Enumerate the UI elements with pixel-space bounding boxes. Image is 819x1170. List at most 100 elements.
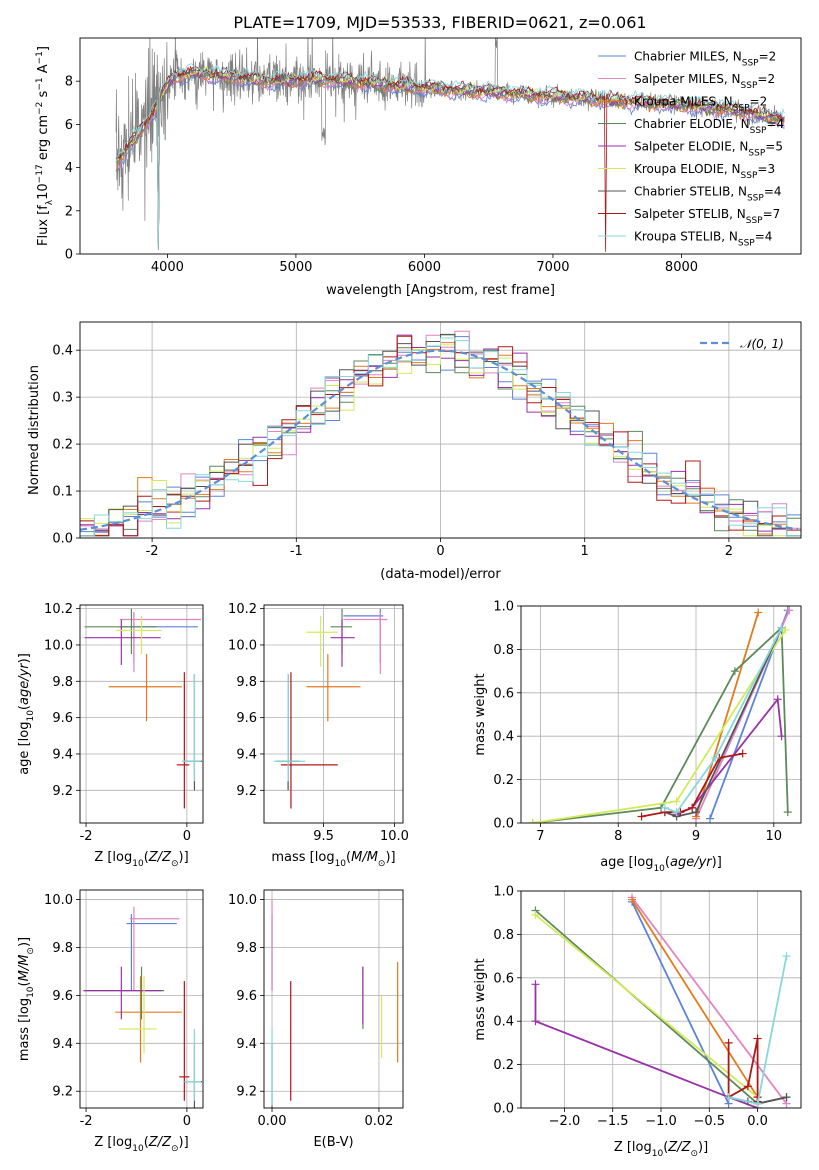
legend-entry: Salpeter MILES, NSSP=2 bbox=[598, 72, 775, 91]
axes-age-vs-Z: -2 0 9.2 9.4 9.6 9.8 10.0 10.2 Z [log10(Z/Z⊙)] ag… bbox=[17, 602, 204, 869]
frame-age-vs-Z bbox=[79, 604, 204, 824]
ytick-label: 8 bbox=[65, 75, 73, 90]
ytick-label: 9.6 bbox=[236, 711, 257, 726]
series-line bbox=[534, 914, 759, 1098]
series-marker bbox=[777, 623, 786, 632]
ytick-label: 0.0 bbox=[52, 532, 73, 547]
y-axis-label: mass weight bbox=[473, 958, 488, 1040]
legend-label: 𝒩(0, 1) bbox=[740, 337, 784, 351]
errorbar-salpeter-miles bbox=[129, 906, 180, 991]
y-axis-label: mass [log10(M/M⊙)] bbox=[17, 937, 36, 1061]
legend-label: Salpeter STELIB, NSSP=7 bbox=[634, 207, 780, 226]
ytick-label: 0.4 bbox=[493, 730, 514, 745]
legend-entry: Kroupa STELIB, NSSP=4 bbox=[598, 230, 772, 249]
legend-label: Kroupa ELODIE, NSSP=3 bbox=[634, 162, 775, 181]
series-marker bbox=[753, 1099, 762, 1108]
errorbar-kroupa-miles bbox=[115, 976, 182, 1063]
series-marker bbox=[753, 1034, 762, 1043]
legend-entry: Kroupa MILES, NSSP=2 bbox=[598, 95, 767, 114]
series-marker bbox=[688, 803, 697, 812]
xtick-label: 2 bbox=[725, 544, 733, 559]
xtick-label: 6000 bbox=[408, 260, 441, 275]
series-marker bbox=[628, 895, 637, 904]
ytick-label: 0.0 bbox=[493, 1102, 514, 1117]
plot-area-spectrum bbox=[115, 38, 785, 252]
legend-label: Chabrier MILES, NSSP=2 bbox=[634, 50, 776, 69]
errorbar-salpeter-stelib bbox=[281, 672, 338, 809]
ytick-label: 0.6 bbox=[493, 971, 514, 986]
frame-mass-vs-EBV bbox=[263, 889, 404, 1109]
series-line bbox=[631, 901, 730, 1105]
ytick-label: 9.2 bbox=[236, 784, 257, 799]
series-marker bbox=[531, 910, 540, 919]
series-marker bbox=[777, 732, 786, 741]
xtick-label: 10.0 bbox=[380, 829, 409, 844]
xtick-label: 0 bbox=[183, 1114, 191, 1129]
xtick-label: 4000 bbox=[151, 260, 184, 275]
xtick-label: 1 bbox=[581, 544, 589, 559]
series-marker bbox=[711, 753, 720, 762]
x-axis-label: Z [log10(Z/Z⊙)] bbox=[94, 1135, 188, 1154]
xtick-label: -2 bbox=[80, 1114, 93, 1129]
ytick-label: 9.6 bbox=[52, 989, 73, 1004]
histogram-salpeter-stelib bbox=[80, 335, 801, 537]
ytick-label: 0.8 bbox=[493, 928, 514, 943]
series-marker bbox=[773, 695, 782, 704]
legend-label: Kroupa STELIB, NSSP=4 bbox=[634, 230, 772, 249]
series-chabrier-stelib bbox=[660, 623, 786, 821]
frame-mass-vs-Z bbox=[79, 889, 204, 1109]
series-marker bbox=[692, 808, 700, 817]
xtick-label: 0.00 bbox=[258, 1114, 287, 1129]
xtick-label: -2 bbox=[80, 829, 93, 844]
legend-entry: Kroupa ELODIE, NSSP=3 bbox=[598, 162, 775, 181]
series-marker bbox=[724, 1038, 733, 1047]
ytick-label: 0.4 bbox=[52, 344, 73, 359]
series-chabrier-elodie bbox=[528, 623, 792, 823]
legend-entry: Chabrier ELODIE, NSSP=4 bbox=[598, 117, 784, 136]
frame-residuals bbox=[79, 321, 802, 539]
ytick-label: 10.2 bbox=[44, 602, 73, 617]
legend-label: Chabrier STELIB, NSSP=4 bbox=[634, 185, 782, 204]
axes-weight-vs-age: 7 8 9 10 0.0 0.2 0.4 0.6 0.8 1.0 age [log10(age/yr… bbox=[473, 600, 802, 874]
series-marker bbox=[531, 980, 540, 989]
ytick-label: 10.0 bbox=[228, 638, 257, 653]
series-marker bbox=[724, 1093, 733, 1102]
xtick-label: 9.5 bbox=[313, 829, 334, 844]
series-marker bbox=[738, 749, 747, 758]
series-marker bbox=[637, 812, 646, 821]
ytick-label: 0.0 bbox=[493, 817, 514, 832]
xtick-label: 0.02 bbox=[364, 1114, 393, 1129]
xtick-label: 7000 bbox=[536, 260, 569, 275]
errorbar-salpeter-elodie bbox=[84, 619, 161, 665]
errorbar-kroupa-elodie bbox=[116, 615, 162, 655]
ytick-label: 9.8 bbox=[236, 941, 257, 956]
ytick-label: 0.1 bbox=[52, 485, 73, 500]
series-marker bbox=[660, 803, 669, 812]
ytick-label: 9.6 bbox=[52, 711, 73, 726]
xtick-label: 9 bbox=[692, 829, 700, 844]
x-axis-label: E(B-V) bbox=[313, 1135, 353, 1150]
errorbar-salpeter-stelib bbox=[179, 981, 190, 1101]
ytick-label: 10.0 bbox=[44, 893, 73, 908]
errorbar-salpeter-stelib bbox=[176, 672, 190, 809]
series-kroupa-stelib bbox=[660, 623, 786, 817]
ytick-label: 9.6 bbox=[236, 989, 257, 1004]
legend-entry: Salpeter ELODIE, NSSP=5 bbox=[598, 140, 783, 159]
plot-area-weight-vs-age bbox=[528, 606, 794, 823]
ytick-label: 9.4 bbox=[236, 747, 257, 762]
ytick-label: 0.6 bbox=[493, 686, 514, 701]
errorbar-chabrier-miles bbox=[343, 608, 384, 664]
series-line bbox=[534, 984, 758, 1108]
series-marker bbox=[730, 667, 739, 676]
xtick-label: 0 bbox=[436, 544, 444, 559]
ytick-label: 9.2 bbox=[52, 784, 73, 799]
ytick-label: 6 bbox=[65, 118, 73, 133]
x-axis-label: (data-model)/error bbox=[380, 567, 501, 582]
series-marker bbox=[743, 1082, 752, 1091]
series-marker bbox=[783, 808, 792, 817]
legend-entry: Chabrier MILES, NSSP=2 bbox=[598, 50, 776, 69]
ytick-label: 9.2 bbox=[236, 1085, 257, 1100]
series-line bbox=[664, 627, 783, 818]
series-marker bbox=[754, 608, 763, 617]
model-line-kroupa-stelib bbox=[115, 63, 785, 250]
